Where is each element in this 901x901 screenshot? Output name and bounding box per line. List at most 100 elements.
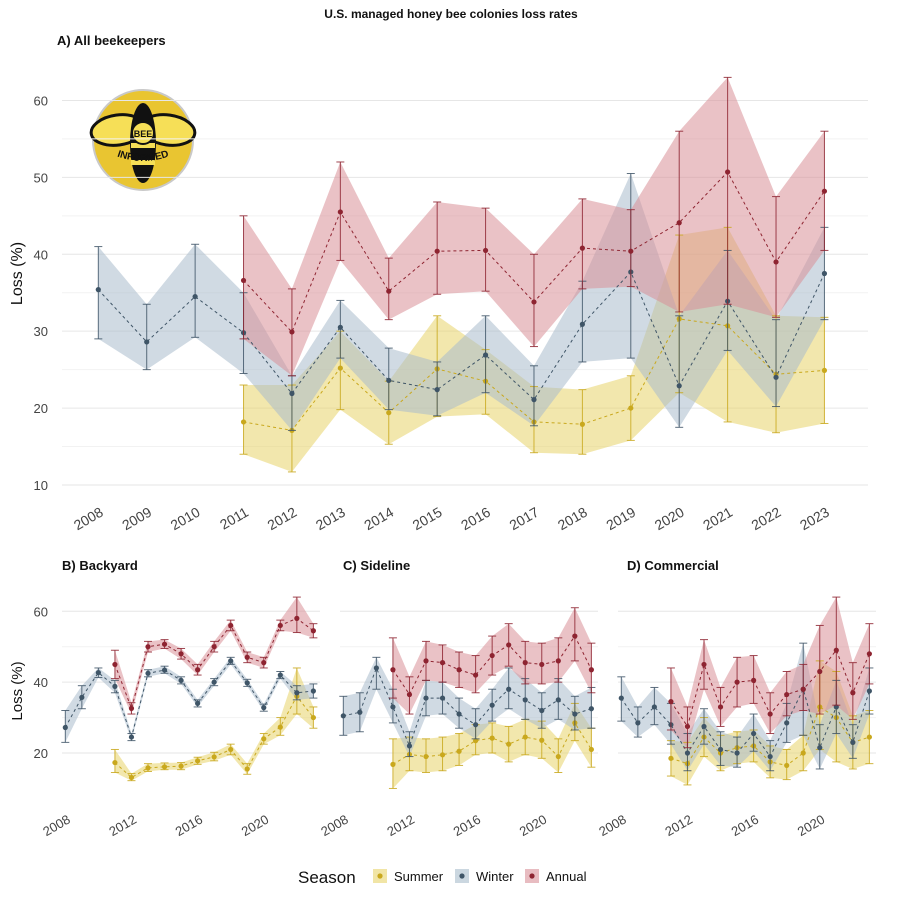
data-point	[161, 764, 168, 770]
data-point	[423, 695, 429, 701]
data-point	[95, 287, 101, 293]
data-point	[178, 677, 184, 683]
panel-title: C) Sideline	[343, 558, 410, 573]
y-tick-label: 40	[34, 247, 48, 262]
data-point	[195, 667, 201, 673]
x-tick-label: 2015	[410, 504, 445, 534]
data-point	[684, 723, 691, 730]
panel-c: C) Sideline 2008 2012 2016 2020	[318, 558, 598, 839]
data-point	[725, 169, 731, 175]
data-point	[579, 321, 585, 327]
data-point	[439, 660, 446, 666]
data-point	[773, 374, 779, 380]
data-point	[310, 628, 316, 634]
data-point	[261, 705, 267, 711]
series-line-winter	[343, 666, 592, 748]
data-point	[456, 748, 462, 754]
series-line-winter	[620, 687, 870, 758]
data-point	[456, 711, 462, 717]
data-point	[850, 739, 856, 745]
logo-text-bottom: INFORMED	[116, 149, 170, 164]
data-point	[310, 688, 316, 694]
x-tick-label: 2018	[555, 504, 590, 534]
x-tick-label: 2012	[264, 504, 299, 534]
data-point	[531, 299, 537, 305]
y-tick-label: 20	[34, 401, 48, 416]
data-point	[310, 714, 316, 721]
data-point	[406, 743, 413, 749]
x-tick-label: 2008	[40, 812, 73, 839]
data-point	[668, 699, 674, 705]
data-point	[145, 765, 151, 771]
data-point	[390, 761, 396, 767]
x-tick-label: 2016	[451, 812, 484, 839]
data-point	[817, 668, 823, 675]
data-point	[684, 750, 691, 756]
data-point	[717, 704, 724, 710]
data-point	[668, 755, 674, 761]
panel-d: D) Commercial 2008 2012 2016 2020	[596, 558, 876, 839]
data-point	[337, 365, 343, 371]
data-point	[734, 679, 740, 685]
data-point	[386, 377, 392, 384]
data-point	[434, 248, 440, 254]
data-point	[289, 390, 295, 397]
data-point	[784, 691, 790, 698]
data-point	[773, 259, 779, 265]
series-annual	[388, 607, 596, 715]
data-point	[676, 383, 682, 389]
data-point	[423, 658, 429, 664]
data-point	[866, 688, 872, 694]
panel-title: A) All beekeepers	[57, 33, 166, 48]
data-point	[128, 774, 135, 781]
data-point	[357, 709, 363, 715]
data-point	[555, 658, 561, 664]
data-point	[195, 700, 201, 707]
data-point	[128, 734, 135, 740]
data-point	[434, 387, 440, 393]
x-tick-label: 2019	[603, 504, 638, 534]
data-point	[95, 669, 101, 676]
data-point	[161, 667, 168, 673]
data-point	[228, 622, 234, 629]
data-point	[145, 644, 151, 650]
data-point	[651, 704, 657, 710]
data-point	[423, 753, 429, 760]
y-tick-label: 40	[34, 675, 48, 690]
bee-informed-logo: BEE INFORMED	[89, 89, 197, 191]
data-point	[767, 753, 773, 760]
x-tick-label: 2013	[313, 504, 348, 534]
data-point	[406, 691, 413, 698]
data-point	[618, 695, 624, 701]
data-point	[482, 247, 489, 254]
panel-title: D) Commercial	[627, 558, 719, 573]
data-point	[128, 705, 135, 711]
data-point	[62, 724, 68, 731]
series-winter	[61, 656, 318, 743]
data-point	[588, 706, 594, 712]
legend-item-summer: Summer	[373, 869, 444, 884]
ribbon-winter	[65, 657, 314, 743]
series-summer	[388, 702, 596, 789]
data-point	[800, 750, 806, 756]
y-tick-label: 50	[34, 170, 48, 185]
data-point	[439, 752, 446, 758]
legend-title: Season	[298, 868, 356, 887]
y-tick-label: 20	[34, 746, 48, 761]
data-point	[522, 697, 528, 703]
data-point	[277, 724, 283, 730]
x-tick-label: 2016	[173, 812, 206, 839]
data-point	[261, 736, 267, 742]
data-point	[112, 661, 118, 668]
data-point	[784, 720, 790, 726]
x-tick-label: 2020	[652, 504, 687, 534]
panel-b: B) Backyard Loss (%) 20 40 60 2008 2012 2016 202…	[9, 558, 320, 839]
legend-label: Annual	[546, 869, 587, 884]
data-point	[373, 665, 379, 671]
data-point	[390, 667, 396, 673]
data-point	[244, 680, 250, 686]
data-point	[337, 324, 343, 330]
logo-text-bottom-path: INFORMED	[116, 149, 170, 164]
